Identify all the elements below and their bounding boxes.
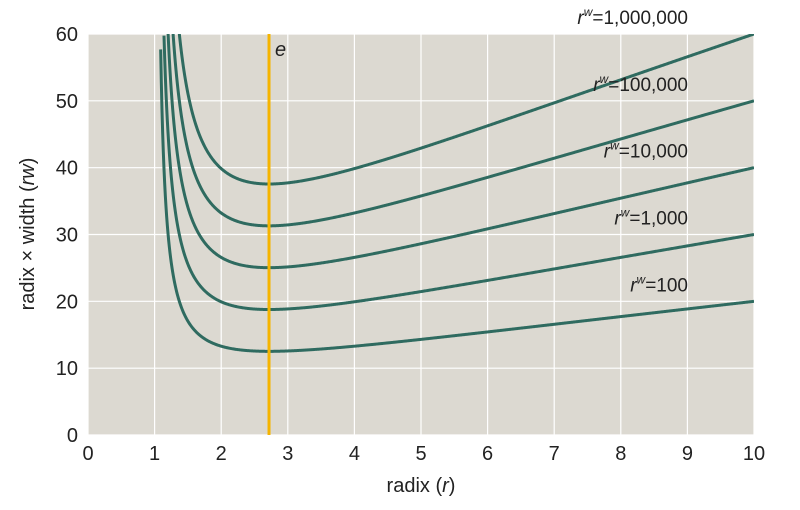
- series-label: rw=1,000,000: [577, 5, 688, 29]
- series-line: [166, 34, 754, 270]
- x-tick-label: 9: [682, 443, 693, 465]
- series-line: [159, 49, 754, 353]
- y-tick-label: 50: [56, 91, 78, 113]
- x-tick-label: 1: [149, 443, 160, 465]
- y-tick-label: 10: [56, 358, 78, 380]
- series-label: rw=1,000: [614, 206, 688, 230]
- series-label: rw=10,000: [604, 139, 688, 163]
- x-tick-label: 0: [82, 443, 93, 465]
- y-tick-label: 60: [56, 24, 78, 46]
- y-tick-label: 0: [67, 425, 78, 447]
- y-axis-label: radix × width (rw): [17, 158, 39, 311]
- x-tick-label: 10: [743, 443, 765, 465]
- x-tick-label: 4: [349, 443, 360, 465]
- series-labels: rw=100 rw=1,000 rw=10,000 rw=100,000 rw=1,00…: [577, 5, 688, 296]
- x-tick-label: 6: [482, 443, 493, 465]
- e-marker-label: e: [275, 39, 286, 61]
- series-label: rw=100: [630, 272, 688, 296]
- x-tick-label: 8: [615, 443, 626, 465]
- y-tick-label: 30: [56, 225, 78, 247]
- x-axis-label: radix (r): [387, 475, 456, 497]
- y-tick-label: 40: [56, 158, 78, 180]
- series-label: rw=100,000: [593, 72, 688, 96]
- y-tick-label: 20: [56, 291, 78, 313]
- x-tick-label: 7: [549, 443, 560, 465]
- x-tick-label: 2: [216, 443, 227, 465]
- series-line: [162, 35, 754, 312]
- series-line: [177, 34, 754, 186]
- x-tick-label: 3: [282, 443, 293, 465]
- x-ticks: 0 1 2 3 4 5 6 7 8 9 10: [82, 443, 765, 465]
- y-ticks: 0 10 20 30 40 50 60: [56, 24, 78, 447]
- x-tick-label: 5: [415, 443, 426, 465]
